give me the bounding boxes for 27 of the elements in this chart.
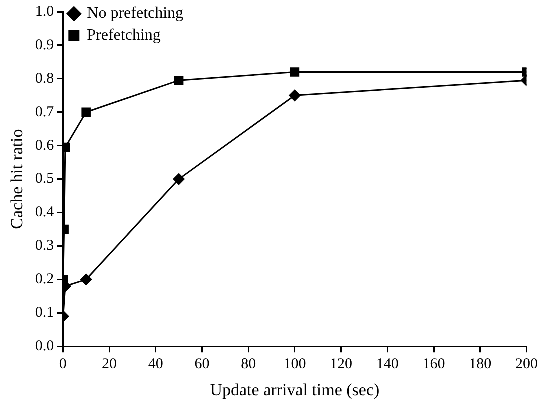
y-tick-label: 0.8 [35, 70, 54, 87]
y-tick-label: 0.0 [35, 338, 54, 355]
y-tick-label: 0.6 [35, 138, 55, 154]
x-tick-label: 80 [241, 356, 256, 373]
x-tick-label: 160 [422, 356, 446, 373]
x-axis-title: Update arrival time (sec) [210, 380, 380, 400]
legend-label: Prefetching [87, 27, 161, 44]
y-tick-label: 0.7 [35, 104, 55, 120]
x-tick-label: 200 [516, 356, 538, 373]
y-tick-label: 0.9 [35, 37, 54, 54]
x-tick-label: 100 [284, 356, 306, 373]
y-tick-label: 0.4 [35, 204, 55, 221]
x-tick-label: 0 [59, 356, 67, 373]
x-tick-label: 60 [194, 356, 210, 373]
x-tick-label: 20 [102, 356, 118, 373]
legend-label: No prefetching [87, 5, 184, 22]
x-tick-label: 180 [469, 356, 492, 373]
x-tick-label: 40 [148, 356, 164, 373]
point [63, 142, 70, 152]
y-tick-label: 0.3 [35, 238, 54, 254]
x-tick-label: 140 [376, 356, 399, 373]
y-tick-label: 0.2 [35, 272, 54, 288]
y-tick-label: 0.1 [35, 305, 54, 322]
y-tick-label: 0.5 [35, 171, 54, 188]
x-tick-label: 120 [330, 356, 353, 373]
y-axis-title: Cache hit ratio [8, 129, 27, 230]
y-tick-label: 1.0 [35, 4, 54, 20]
